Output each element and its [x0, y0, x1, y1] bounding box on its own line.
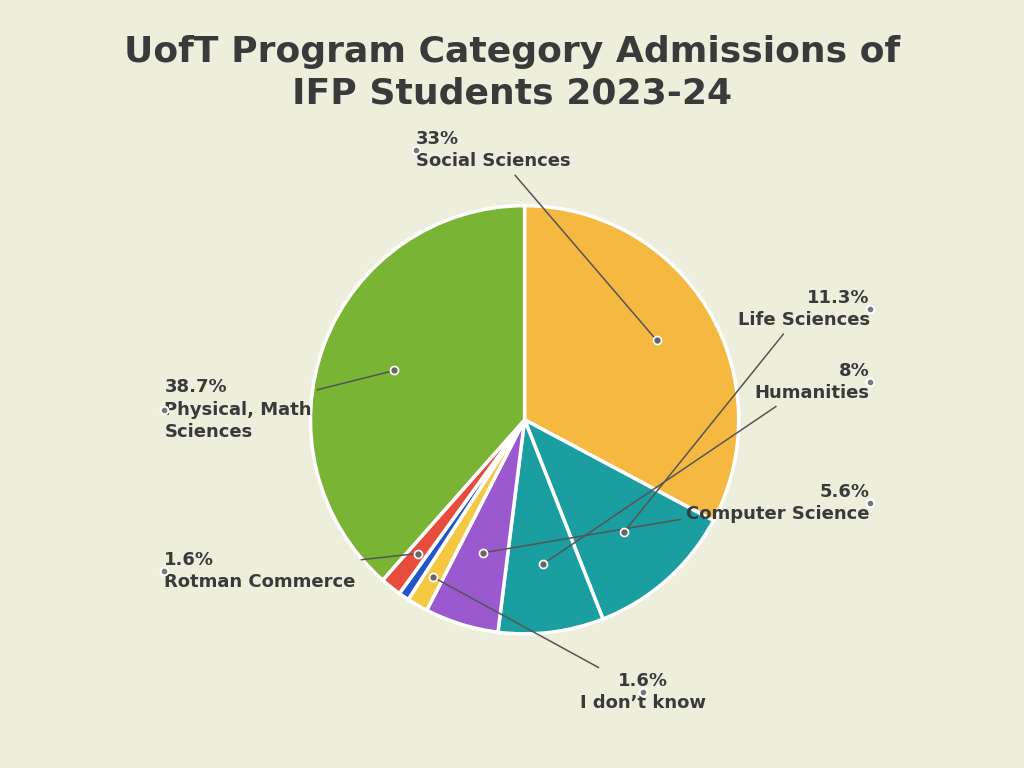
- Text: 8%
Humanities: 8% Humanities: [545, 362, 869, 563]
- Wedge shape: [427, 420, 524, 632]
- Wedge shape: [524, 206, 738, 521]
- Text: 1.6%
I don’t know: 1.6% I don’t know: [436, 578, 706, 712]
- Wedge shape: [409, 420, 524, 611]
- Wedge shape: [524, 420, 714, 619]
- Text: 33%
Social Sciences: 33% Social Sciences: [417, 130, 655, 339]
- Text: 38.7%
Physical, Math
Sciences: 38.7% Physical, Math Sciences: [165, 371, 392, 441]
- Text: 1.6%
Rotman Commerce: 1.6% Rotman Commerce: [165, 551, 415, 591]
- Wedge shape: [498, 420, 603, 634]
- Text: 11.3%
Life Sciences: 11.3% Life Sciences: [626, 289, 869, 529]
- Text: UofT Program Category Admissions of
IFP Students 2023-24: UofT Program Category Admissions of IFP …: [124, 35, 900, 111]
- Wedge shape: [310, 206, 524, 580]
- Text: 5.6%
Computer Science: 5.6% Computer Science: [486, 483, 869, 552]
- Wedge shape: [399, 420, 524, 600]
- Wedge shape: [383, 420, 524, 594]
